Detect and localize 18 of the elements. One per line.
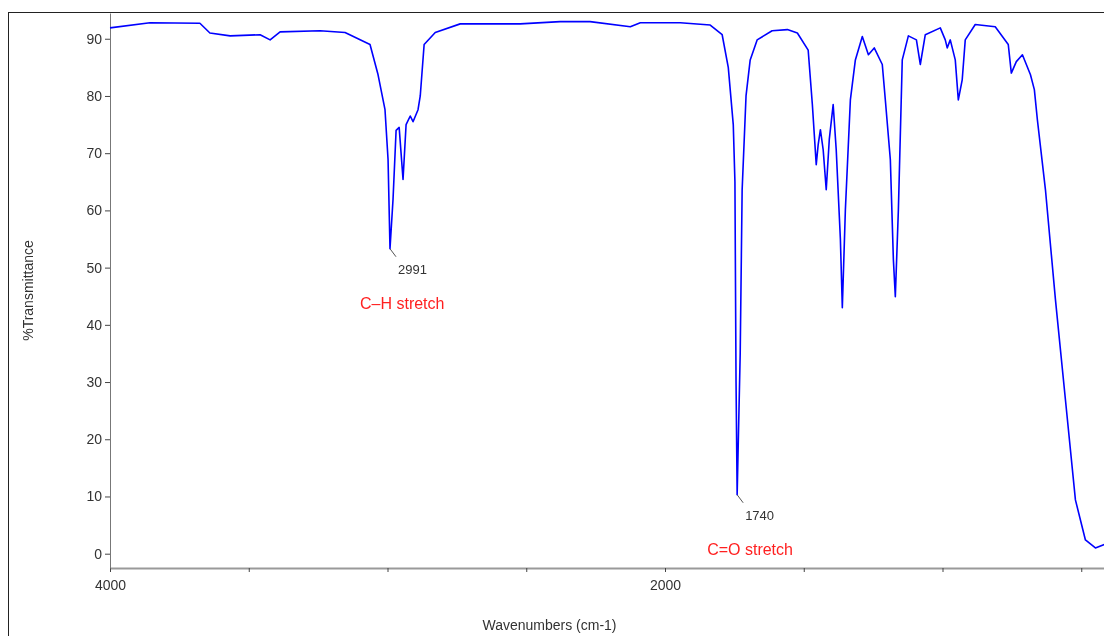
x-tick-label: 4000 [94, 577, 127, 594]
annotation: 2991 [398, 261, 427, 277]
annotation: 1740 [745, 507, 775, 523]
x-axis-title: Wavenumbers (cm-1) [482, 617, 617, 633]
y-tick-label: 50 [86, 259, 103, 276]
y-tick-label: 10 [86, 488, 103, 505]
y-tick-label: 60 [86, 202, 103, 219]
y-tick-label: 40 [86, 316, 103, 333]
y-tick-label: 90 [86, 30, 103, 47]
y-tick-label: 30 [86, 374, 103, 391]
annotation: C=O stretch [707, 540, 793, 558]
x-tick-label: 2000 [649, 577, 682, 594]
y-tick-label: 0 [94, 545, 103, 562]
annotation: C–H stretch [360, 294, 445, 312]
y-tick-label: 70 [86, 145, 103, 162]
y-tick-label: 80 [86, 87, 103, 104]
y-axis-title: %Transmittance [20, 239, 36, 341]
y-tick-label: 20 [86, 431, 103, 448]
